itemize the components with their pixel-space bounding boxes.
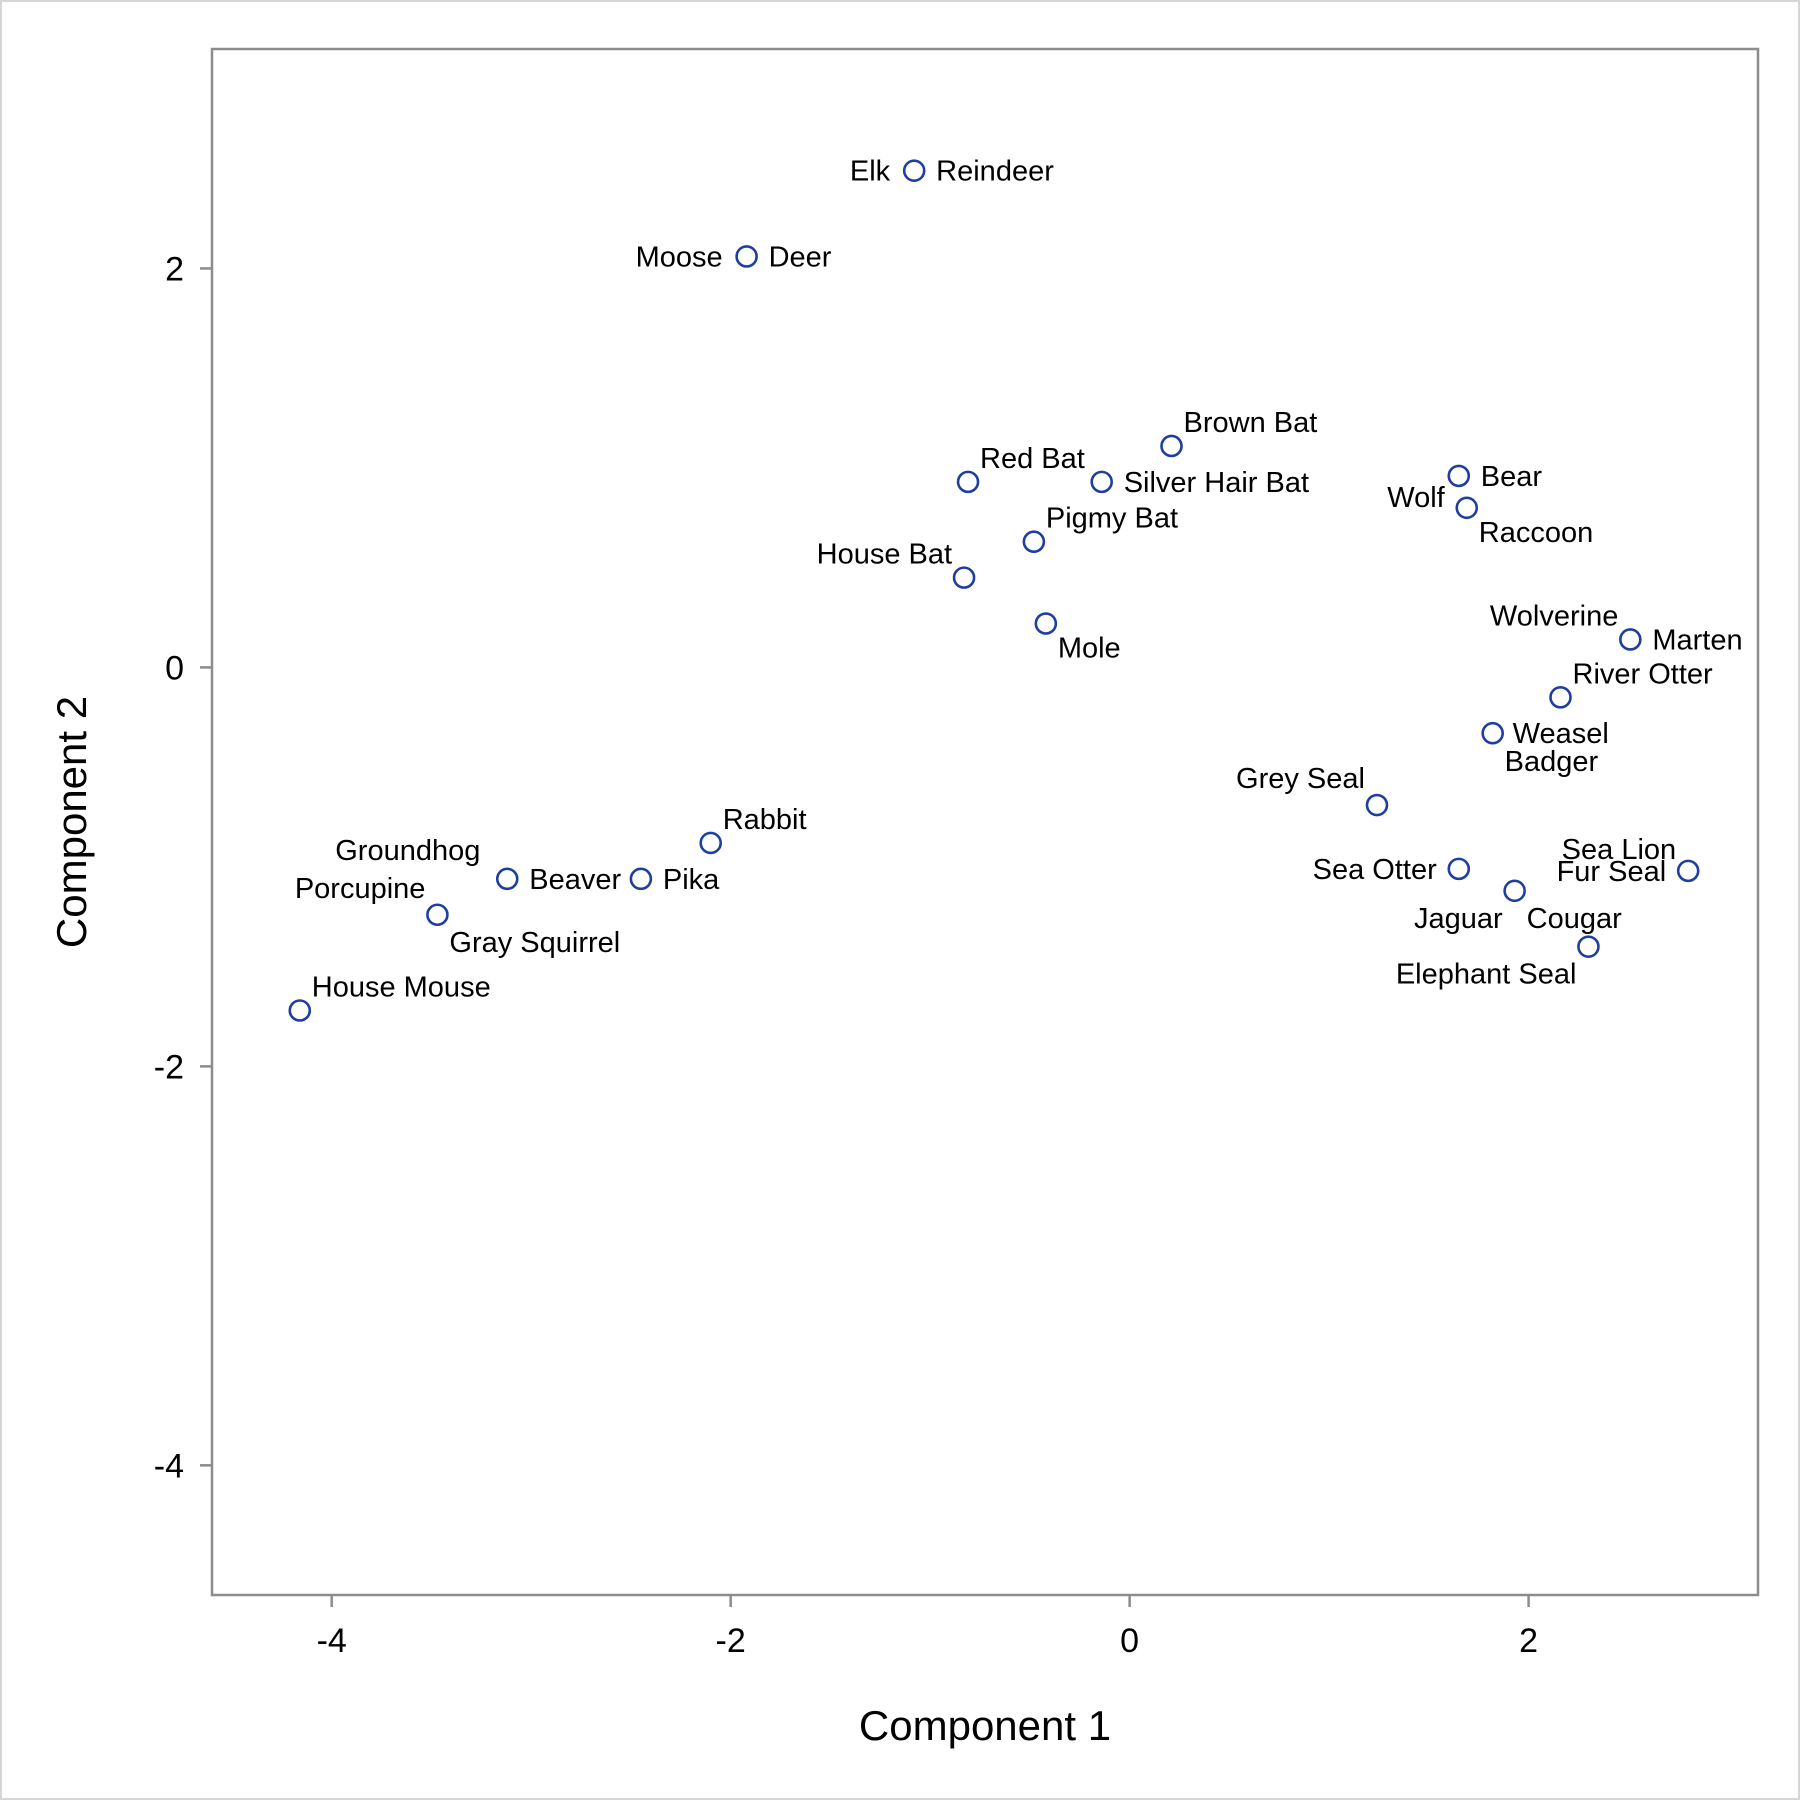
data-points bbox=[288, 159, 1700, 1022]
x-tick-label: 2 bbox=[1519, 1622, 1538, 1660]
point-marker bbox=[699, 831, 723, 855]
point-label: Mole bbox=[1058, 633, 1121, 665]
point-marker bbox=[735, 245, 758, 268]
point-label: Elephant Seal bbox=[1396, 959, 1577, 991]
point-marker bbox=[902, 159, 926, 182]
point-label: Raccoon bbox=[1479, 517, 1593, 549]
point-label: Red Bat bbox=[980, 443, 1085, 475]
y-tick-label: -2 bbox=[154, 1048, 184, 1086]
point-label: Elk bbox=[850, 156, 891, 188]
point-label: Moose bbox=[636, 241, 723, 273]
point-marker bbox=[1160, 434, 1183, 458]
point-label: Groundhog bbox=[335, 835, 480, 867]
point-label: Grey Seal bbox=[1236, 763, 1365, 795]
point-marker bbox=[1549, 686, 1572, 709]
point-marker bbox=[1090, 470, 1113, 494]
point-label: Silver Hair Bat bbox=[1124, 467, 1309, 499]
point-marker bbox=[1619, 628, 1642, 651]
y-axis-ticks: -4 -2 0 2 bbox=[154, 250, 212, 1485]
point-labels: Elk Reindeer Moose Deer Brown Bat Red Bat Silv… bbox=[295, 156, 1743, 1004]
point-marker bbox=[1577, 935, 1600, 958]
y-tick-label: 0 bbox=[165, 649, 184, 687]
point-marker bbox=[1034, 612, 1058, 635]
point-label: Jaguar bbox=[1414, 903, 1503, 935]
point-label: Sea Lion bbox=[1562, 834, 1677, 866]
x-axis-ticks: -4 -2 0 2 bbox=[317, 1595, 1538, 1660]
point-marker bbox=[952, 566, 976, 589]
y-tick-label: 2 bbox=[165, 250, 184, 288]
y-tick-label: -4 bbox=[154, 1447, 184, 1485]
point-label: House Bat bbox=[817, 539, 952, 571]
point-marker bbox=[1481, 721, 1504, 745]
x-tick-label: 0 bbox=[1120, 1622, 1139, 1660]
point-label: River Otter bbox=[1573, 658, 1714, 690]
x-tick-label: -4 bbox=[317, 1622, 347, 1660]
point-label: House Mouse bbox=[312, 972, 491, 1004]
point-label: Brown Bat bbox=[1184, 407, 1318, 439]
point-label: Marten bbox=[1652, 624, 1742, 656]
point-label: Pigmy Bat bbox=[1046, 503, 1178, 535]
point-label: Cougar bbox=[1527, 903, 1622, 935]
point-label: Beaver bbox=[529, 864, 621, 896]
point-marker bbox=[1365, 793, 1389, 817]
point-label: Bear bbox=[1481, 461, 1543, 493]
plot-frame bbox=[210, 47, 1760, 1597]
point-marker bbox=[495, 867, 519, 891]
point-label: Weasel bbox=[1513, 718, 1609, 750]
point-marker bbox=[1455, 496, 1479, 520]
point-marker bbox=[629, 867, 653, 891]
point-marker bbox=[1503, 879, 1526, 903]
point-label: Deer bbox=[769, 241, 832, 273]
point-label: Gray Squirrel bbox=[449, 927, 620, 959]
x-tick-label: -2 bbox=[716, 1622, 746, 1660]
point-label: Badger bbox=[1505, 746, 1599, 778]
point-label: Reindeer bbox=[936, 156, 1054, 188]
point-marker bbox=[956, 470, 980, 494]
point-marker bbox=[288, 999, 312, 1022]
point-label: Fur Seal bbox=[1557, 856, 1667, 888]
point-label: Wolverine bbox=[1490, 600, 1618, 632]
point-marker bbox=[1022, 530, 1046, 554]
point-marker bbox=[1447, 857, 1471, 881]
point-label: Porcupine bbox=[295, 873, 426, 905]
point-label: Pika bbox=[663, 864, 720, 896]
point-label: Rabbit bbox=[723, 804, 807, 836]
x-axis-title: Component 1 bbox=[859, 1702, 1111, 1749]
point-marker bbox=[1447, 464, 1471, 488]
point-label: Sea Otter bbox=[1313, 854, 1437, 886]
y-axis-title: Component 2 bbox=[48, 696, 95, 948]
point-marker bbox=[426, 903, 449, 927]
point-marker bbox=[1676, 859, 1700, 883]
point-label: Wolf bbox=[1387, 482, 1445, 514]
